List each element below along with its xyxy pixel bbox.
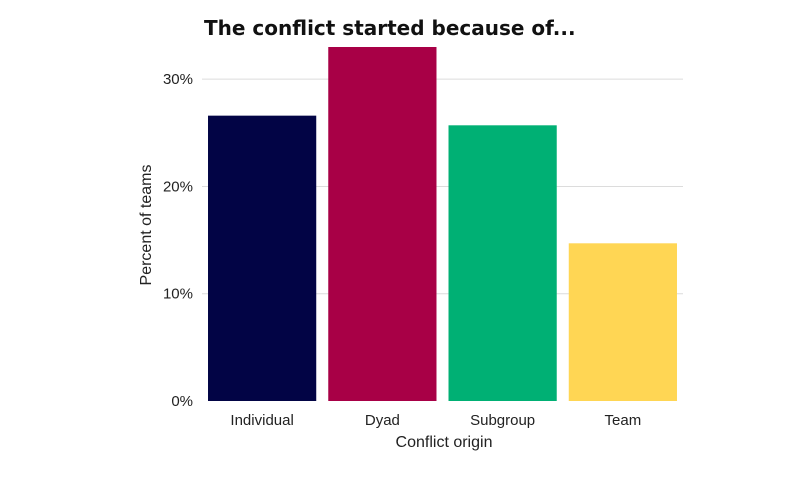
y-axis-ticks: 0% 10% 20% 30% [163, 71, 193, 410]
x-tick-label: Subgroup [470, 412, 535, 429]
bar-dyad [328, 47, 437, 401]
y-tick-label: 0% [171, 393, 193, 410]
y-tick-label: 20% [163, 178, 193, 195]
bar-individual [208, 115, 317, 402]
bar-team [568, 243, 677, 401]
x-axis-title: Conflict origin [396, 434, 493, 451]
bars [208, 47, 677, 402]
y-tick-label: 10% [163, 286, 193, 303]
y-tick-label: 30% [163, 71, 193, 88]
bar-subgroup [448, 125, 557, 402]
x-tick-label: Dyad [365, 412, 400, 429]
x-tick-label: Team [605, 412, 642, 429]
x-tick-label: Individual [230, 412, 293, 429]
x-axis-ticks: Individual Dyad Subgroup Team [230, 412, 641, 429]
chart-title: The conflict started because of... [204, 16, 576, 40]
y-axis-title: Percent of teams [138, 165, 155, 286]
